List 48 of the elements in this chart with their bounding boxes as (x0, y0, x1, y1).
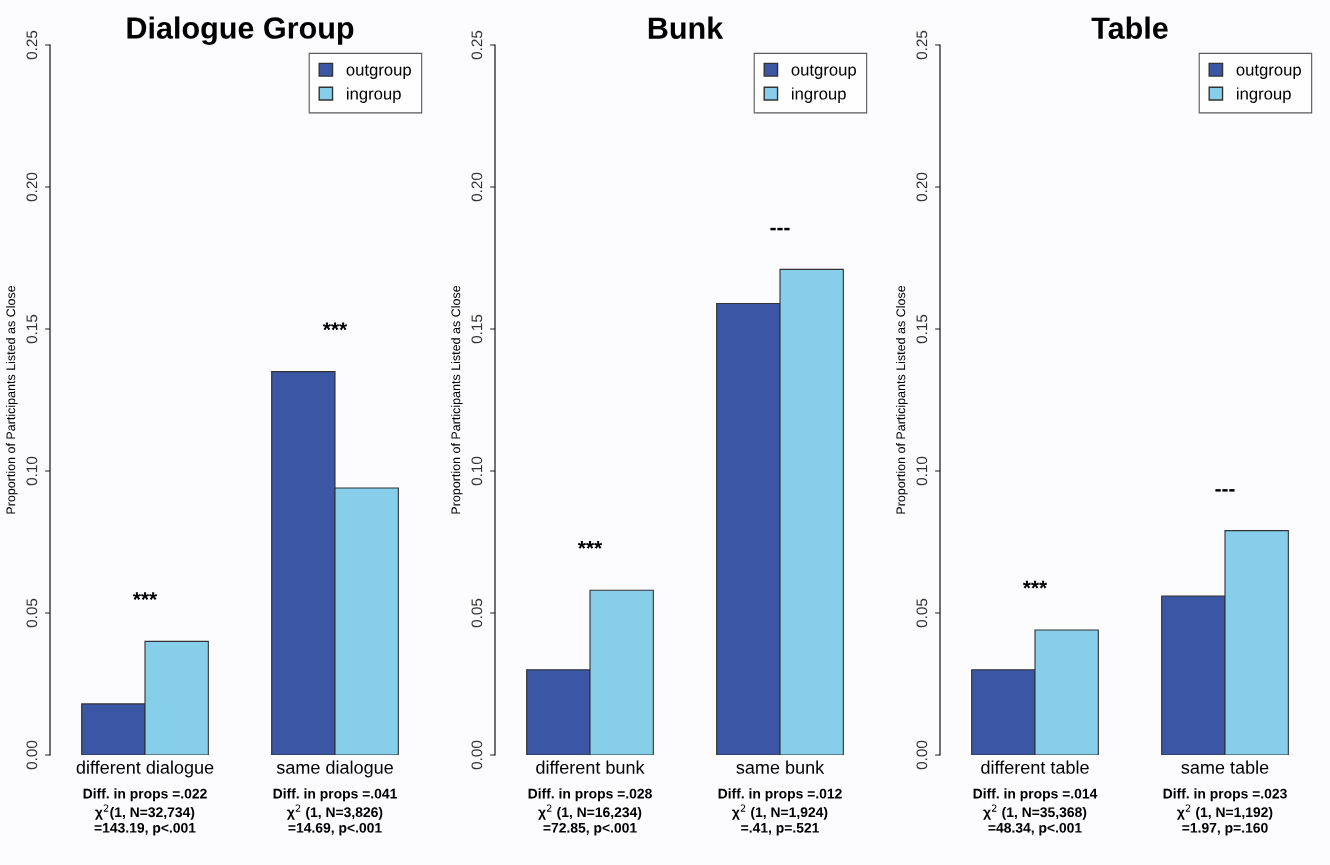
text: Diff. in props =.028 χ$^{2}$ (1, N=16,234) =72.85, p<.001 (528, 788, 652, 836)
y-tick-label: 0.20 (916, 172, 928, 202)
y-tick-label: 0.15 (471, 314, 483, 344)
y-tick-label: 0.05 (26, 598, 38, 628)
y-tick-label: 0.20 (471, 172, 483, 202)
text: Diff. in props =.014 χ$^{2}$ (1, N=35,368) =48.34, p<.001 (973, 788, 1098, 836)
x-tick-label: same dialogue (276, 760, 393, 778)
chart-title: Bunk (648, 16, 724, 39)
x-tick-label: different bunk (536, 760, 645, 774)
annotation: *** (577, 541, 603, 549)
x-tick-label: different table (981, 760, 1089, 774)
y-tick-label: 0.25 (916, 30, 928, 60)
legend-label: ingroup (791, 87, 846, 103)
y-tick-label: 0.25 (471, 30, 483, 60)
x-tick-label: same bunk (736, 760, 825, 774)
y-tick-label: 0.25 (26, 30, 38, 60)
chart-title: Dialogue Group (127, 16, 354, 45)
text: Diff. in props =.012 χ$^{2}$ (1, N=1,924) =.41, p=.521 (718, 788, 842, 836)
y-tick-label: 0.10 (26, 456, 38, 486)
annotation: --- (770, 227, 790, 231)
annotation: --- (1215, 489, 1235, 492)
y-tick-label: 0.15 (916, 314, 928, 344)
legend-label: ingroup (346, 87, 401, 103)
y-axis-title: Proportion of Participants Listed as Close (896, 285, 908, 514)
text: Diff. in props =.023 χ$^{2}$ (1, N=1,192) =1.97, p=.160 (1163, 788, 1287, 836)
legend-label: outgroup (1236, 64, 1301, 79)
y-tick-label: 0.15 (26, 314, 38, 344)
y-tick-label: 0.00 (26, 740, 38, 770)
y-tick-label: 0.20 (26, 172, 38, 202)
chart-title: Table (1091, 16, 1168, 39)
text: Diff. in props =.041 χ$^{2}$ (1, N=3,826) =14.69, p<.001 (273, 788, 397, 836)
x-tick-label: same table (1181, 760, 1269, 774)
y-tick-label: 0.05 (471, 598, 483, 628)
y-tick-label: 0.00 (916, 740, 928, 770)
legend-label: ingroup (1236, 87, 1291, 103)
y-tick-label: 0.05 (916, 598, 928, 628)
y-tick-label: 0.00 (471, 740, 483, 770)
x-tick-label: different dialogue (76, 760, 214, 778)
annotation: *** (132, 592, 158, 600)
annotation: *** (322, 322, 348, 331)
legend-label: outgroup (791, 64, 856, 79)
y-tick-label: 0.10 (916, 456, 928, 486)
y-tick-label: 0.10 (471, 456, 483, 486)
text: Diff. in props =.022 χ$^{2}$(1, N=32,734) =143.19, p<.001 (83, 788, 207, 836)
legend-label: outgroup (346, 64, 411, 79)
y-axis-title: Proportion of Participants Listed as Close (451, 285, 463, 514)
y-axis-title: Proportion of Participants Listed as Close (6, 285, 18, 514)
annotation: *** (1022, 580, 1048, 589)
